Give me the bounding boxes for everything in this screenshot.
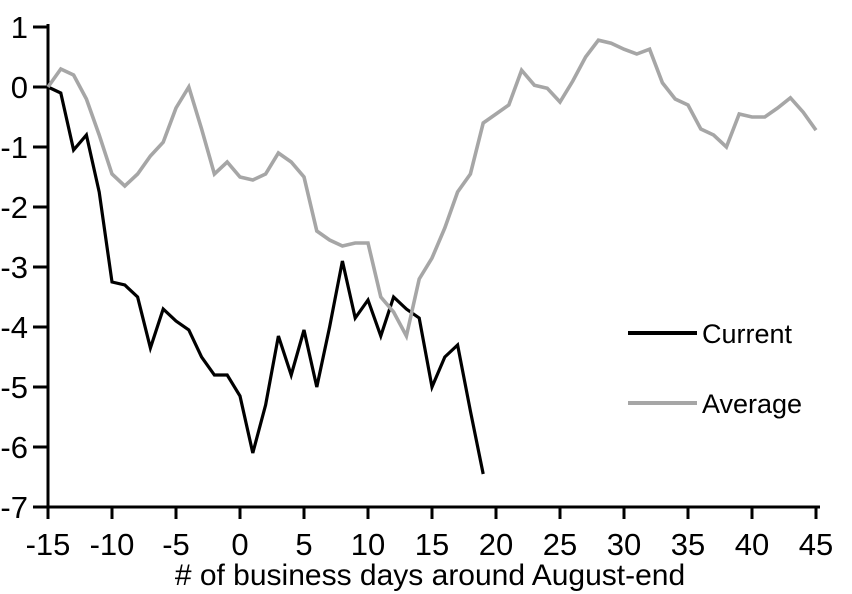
y-tick-label: 0: [11, 70, 28, 105]
x-tick-label: -10: [90, 527, 135, 562]
x-tick-label: 10: [351, 527, 385, 562]
x-tick-label: -5: [162, 527, 190, 562]
y-tick-label: -6: [0, 430, 28, 465]
y-tick-label: -3: [0, 250, 28, 285]
x-tick-label: 0: [231, 527, 248, 562]
legend-label-current: Current: [702, 319, 793, 349]
y-tick-label: -1: [0, 130, 28, 165]
x-tick-label: 25: [543, 527, 577, 562]
x-tick-label: 5: [295, 527, 312, 562]
x-tick-label: 30: [607, 527, 641, 562]
x-tick-label: 45: [799, 527, 833, 562]
x-tick-label: 40: [735, 527, 769, 562]
y-tick-label: -2: [0, 190, 28, 225]
legend: Current Average: [628, 319, 802, 419]
plot-area: 10-1-2-3-4-5-6-7-15 -10 -5 0 5 10 15 20 25 30 35 40…: [0, 10, 833, 562]
x-tick-label: 35: [671, 527, 705, 562]
y-tick-label: -4: [0, 310, 28, 345]
legend-label-average: Average: [702, 389, 802, 419]
y-tick-label: 1: [11, 10, 28, 45]
x-tick-label: 20: [479, 527, 513, 562]
y-tick-label: -5: [0, 370, 28, 405]
x-tick-label: -15: [26, 527, 71, 562]
y-tick-label: -7: [0, 490, 28, 525]
series-average-line: [46, 38, 818, 342]
x-tick-label: 15: [415, 527, 449, 562]
x-axis-title: # of business days around August-end: [175, 559, 685, 592]
